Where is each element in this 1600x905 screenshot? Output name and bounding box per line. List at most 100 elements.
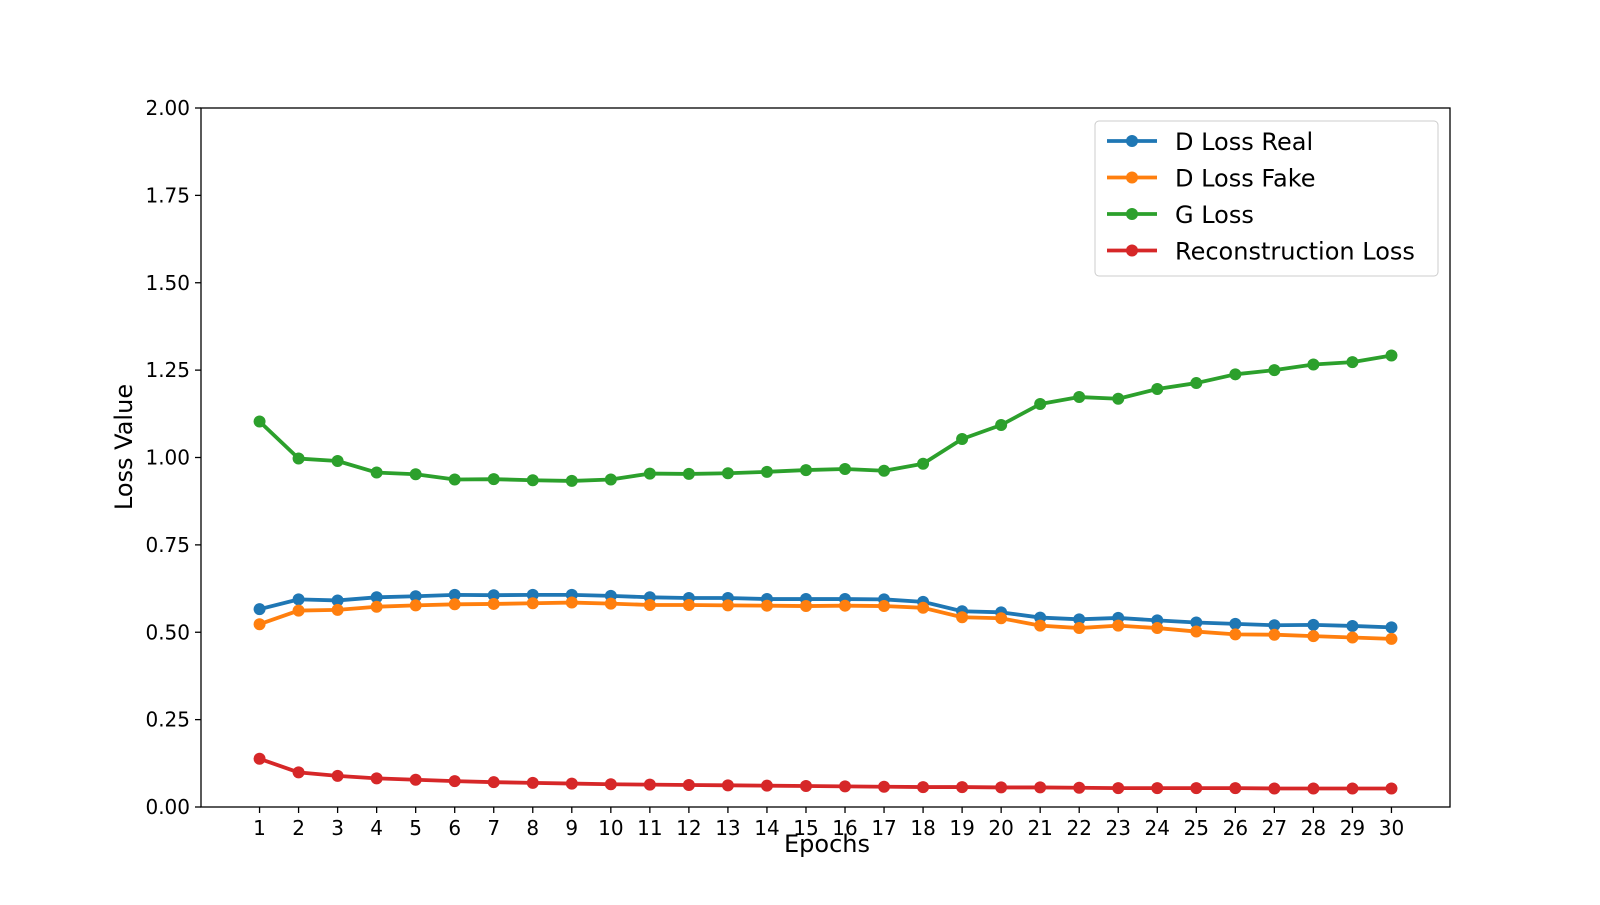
data-point <box>1112 619 1125 632</box>
y-tick-label: 1.50 <box>145 271 190 295</box>
y-tick-label: 1.75 <box>145 183 190 207</box>
data-point <box>1385 632 1398 645</box>
x-tick-label: 27 <box>1262 816 1287 840</box>
data-point <box>1073 613 1086 626</box>
data-point <box>565 596 578 609</box>
x-tick-label: 7 <box>487 816 500 840</box>
legend-marker <box>1126 135 1138 147</box>
legend-label: D Loss Real <box>1175 128 1313 156</box>
data-point <box>1073 391 1086 404</box>
x-tick-label: 29 <box>1340 816 1365 840</box>
data-point <box>331 454 344 467</box>
data-point <box>409 599 422 612</box>
data-point <box>1346 782 1359 795</box>
data-point <box>1034 781 1047 794</box>
data-point <box>1112 782 1125 795</box>
x-tick-label: 30 <box>1379 816 1404 840</box>
data-point <box>292 604 305 617</box>
data-point <box>1190 377 1203 390</box>
x-tick-label: 24 <box>1145 816 1170 840</box>
legend-label: G Loss <box>1175 201 1254 229</box>
data-point <box>917 457 930 470</box>
x-tick-label: 1 <box>253 816 266 840</box>
data-point <box>878 780 891 793</box>
legend-marker <box>1126 208 1138 220</box>
x-tick-label: 15 <box>793 816 818 840</box>
x-tick-label: 22 <box>1066 816 1091 840</box>
data-point <box>1268 619 1281 632</box>
data-point <box>370 591 383 604</box>
x-axis-label: Epochs <box>784 830 870 858</box>
data-point <box>799 600 812 613</box>
x-axis: 1 2 3 4 5 6 7 8 9 10 11 12 13 14 15 16 17 18 19 20 21 22 23 24 2… <box>253 807 1404 840</box>
data-point <box>839 463 852 476</box>
data-point <box>995 612 1008 625</box>
legend-marker <box>1126 171 1138 184</box>
data-point <box>370 600 383 613</box>
y-tick-label: 1.00 <box>145 446 190 470</box>
legend-box <box>1094 120 1439 277</box>
data-point <box>1385 621 1398 634</box>
x-tick-label: 26 <box>1223 816 1248 840</box>
x-tick-label: 6 <box>448 816 461 840</box>
data-point <box>760 779 773 792</box>
series-line <box>257 592 1394 630</box>
x-tick-label: 2 <box>292 816 305 840</box>
data-point <box>878 600 891 613</box>
data-point <box>721 467 734 480</box>
series-line <box>257 353 1394 483</box>
data-point <box>1385 782 1398 795</box>
data-point <box>1229 782 1242 795</box>
data-point <box>253 618 266 631</box>
y-tick-label: 1.25 <box>145 358 190 382</box>
data-point <box>839 599 852 612</box>
series-d-loss-fake <box>253 596 1398 645</box>
data-point <box>682 467 695 480</box>
data-point <box>487 473 500 486</box>
x-tick-label: 25 <box>1184 816 1209 840</box>
data-point <box>1229 368 1242 381</box>
x-tick-label: 11 <box>637 816 662 840</box>
data-point <box>799 464 812 477</box>
data-point <box>1190 782 1203 795</box>
x-tick-label: 14 <box>754 816 779 840</box>
x-tick-label: 18 <box>910 816 935 840</box>
x-tick-label: 17 <box>871 816 896 840</box>
data-point <box>1307 618 1320 631</box>
data-point <box>487 597 500 610</box>
data-point <box>409 773 422 786</box>
data-point <box>1034 619 1047 632</box>
data-point <box>1151 622 1164 635</box>
y-tick-label: 0.00 <box>145 795 190 819</box>
data-point <box>1190 616 1203 629</box>
data-point <box>526 776 539 789</box>
x-tick-label: 21 <box>1027 816 1052 840</box>
data-point <box>331 769 344 782</box>
x-tick-label: 9 <box>565 816 578 840</box>
data-point <box>1268 628 1281 641</box>
y-tick-label: 2.00 <box>145 96 190 120</box>
data-point <box>1307 782 1320 795</box>
data-point <box>917 601 930 614</box>
data-point <box>956 781 969 794</box>
data-point <box>682 598 695 611</box>
data-point <box>1268 782 1281 795</box>
data-point <box>487 776 500 789</box>
data-point <box>878 464 891 477</box>
data-point <box>253 603 266 616</box>
x-tick-label: 13 <box>715 816 740 840</box>
data-point <box>1229 628 1242 641</box>
data-point <box>526 474 539 487</box>
data-point <box>1385 349 1398 362</box>
legend-label: D Loss Fake <box>1175 165 1316 193</box>
data-point <box>448 775 461 788</box>
data-point <box>1151 382 1164 395</box>
data-point <box>448 473 461 486</box>
data-point <box>331 603 344 616</box>
data-point <box>839 780 852 793</box>
data-point <box>292 593 305 606</box>
y-axis: 0.00 0.25 0.50 0.75 1.00 1.25 1.50 1.75 2.00 <box>145 96 201 819</box>
data-point <box>721 779 734 792</box>
data-point <box>1229 617 1242 630</box>
data-point <box>487 589 500 602</box>
